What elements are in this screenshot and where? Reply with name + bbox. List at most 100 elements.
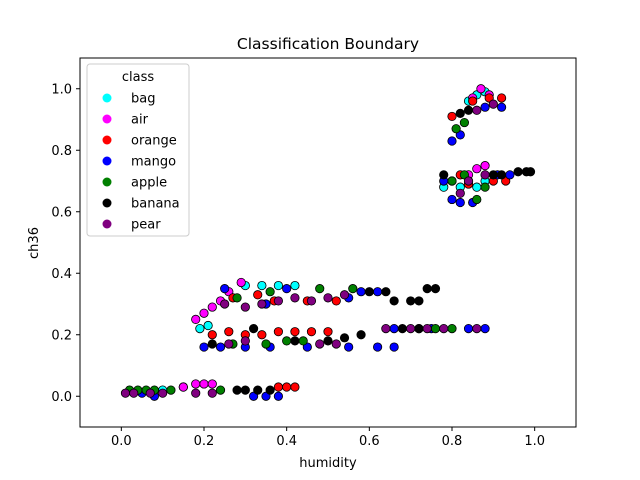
- point-air: [480, 161, 490, 171]
- point-banana: [455, 108, 465, 118]
- point-apple: [472, 194, 482, 205]
- x-tick-label: 0.4: [276, 434, 297, 449]
- point-banana: [496, 170, 507, 180]
- point-banana: [240, 385, 250, 395]
- point-pear: [331, 339, 341, 349]
- point-mango: [455, 197, 465, 208]
- y-axis: 0.0 0.2 0.4 0.6 0.8 1.0: [51, 82, 80, 405]
- point-pear: [315, 339, 325, 349]
- point-air: [472, 164, 482, 174]
- point-bag: [195, 323, 205, 334]
- point-mango: [505, 170, 515, 180]
- point-banana: [232, 385, 242, 395]
- point-air: [191, 314, 201, 324]
- legend-title: class: [122, 70, 154, 85]
- legend-marker-banana: [102, 198, 112, 208]
- point-orange: [253, 290, 263, 300]
- y-tick-label: 0.0: [51, 390, 72, 405]
- point-mango: [480, 102, 490, 112]
- point-air: [178, 382, 188, 392]
- legend: class bag air orange mango apple banana pear: [86, 63, 190, 237]
- point-apple: [282, 336, 292, 346]
- point-banana: [253, 385, 263, 395]
- point-pear: [129, 388, 139, 398]
- point-bag: [290, 280, 300, 291]
- legend-box: [86, 63, 190, 237]
- y-tick-label: 0.2: [51, 328, 72, 343]
- point-banana: [463, 105, 474, 115]
- point-air: [207, 379, 217, 389]
- point-orange: [224, 327, 234, 337]
- point-banana: [381, 287, 391, 297]
- point-pear: [439, 323, 449, 334]
- legend-label-banana: banana: [131, 197, 180, 212]
- point-orange: [331, 296, 341, 306]
- x-tick-label: 0.2: [194, 434, 215, 449]
- point-pear: [224, 339, 234, 349]
- point-pear: [406, 323, 416, 334]
- point-mango: [220, 284, 230, 294]
- point-pear: [463, 176, 474, 186]
- point-banana: [323, 336, 333, 346]
- point-bag: [273, 280, 283, 291]
- point-orange: [496, 93, 507, 103]
- point-mango: [344, 342, 354, 352]
- point-apple: [480, 182, 490, 192]
- point-orange: [468, 96, 478, 106]
- y-tick-label: 0.8: [51, 144, 72, 159]
- point-pear: [306, 296, 317, 306]
- legend-marker-bag: [102, 93, 112, 103]
- point-apple: [298, 336, 308, 346]
- point-pear: [472, 105, 482, 115]
- x-tick-label: 0.8: [442, 434, 463, 449]
- point-pear: [480, 170, 490, 180]
- point-pear: [207, 388, 217, 398]
- point-pear: [120, 388, 131, 398]
- point-banana: [356, 330, 366, 340]
- point-pear: [220, 299, 230, 309]
- point-banana: [513, 167, 523, 177]
- point-mango: [447, 194, 457, 205]
- legend-items: bag air orange mango apple banana pear: [102, 92, 180, 233]
- point-mango: [463, 323, 474, 334]
- point-pear: [472, 323, 482, 334]
- point-orange: [323, 327, 333, 337]
- point-bag: [257, 280, 267, 291]
- y-tick-label: 0.6: [51, 205, 72, 220]
- legend-label-apple: apple: [131, 176, 167, 191]
- point-banana: [414, 323, 424, 334]
- point-banana: [207, 339, 217, 349]
- point-pear: [240, 302, 250, 312]
- legend-marker-orange: [102, 135, 112, 145]
- plot-frame: [79, 57, 577, 428]
- point-pear: [191, 388, 201, 398]
- legend-marker-mango: [102, 156, 112, 166]
- point-air: [476, 84, 486, 94]
- point-pear: [290, 293, 300, 303]
- point-apple: [459, 117, 469, 128]
- legend-label-bag: bag: [131, 92, 155, 107]
- point-pear: [488, 99, 498, 109]
- point-pear: [240, 336, 250, 346]
- point-banana: [525, 167, 536, 177]
- point-bag: [472, 182, 482, 192]
- point-banana: [422, 284, 432, 294]
- point-banana: [364, 287, 374, 297]
- point-pear: [257, 299, 267, 309]
- point-apple: [261, 339, 271, 349]
- point-banana: [430, 284, 441, 294]
- point-banana: [488, 170, 498, 180]
- point-banana: [439, 170, 449, 180]
- point-mango: [273, 391, 283, 401]
- chart-title: Classification Boundary: [237, 35, 419, 53]
- point-bag: [203, 320, 213, 331]
- x-tick-label: 0.0: [111, 434, 132, 449]
- point-air: [199, 308, 209, 318]
- point-apple: [447, 323, 457, 334]
- point-banana: [397, 323, 407, 334]
- point-banana: [290, 336, 300, 346]
- point-orange: [306, 327, 317, 337]
- legend-label-orange: orange: [131, 134, 177, 149]
- point-pear: [339, 290, 350, 300]
